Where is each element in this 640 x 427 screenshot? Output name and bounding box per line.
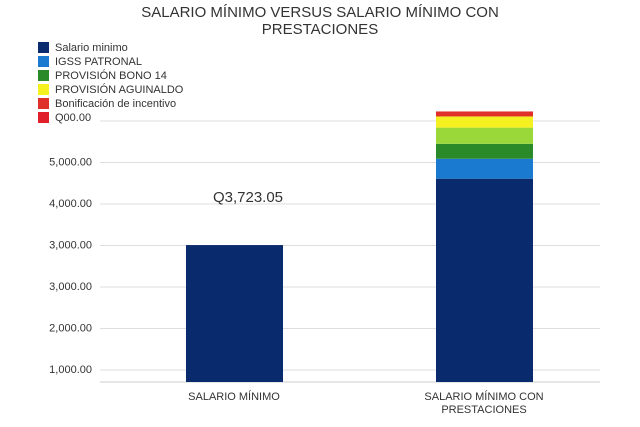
- legend-swatch: [38, 56, 49, 67]
- y-tick-label: 4,000.00: [49, 198, 92, 210]
- legend-swatch: [38, 98, 49, 109]
- legend-label: PROVISIÓN AGUINALDO: [55, 83, 184, 96]
- legend-label: IGSS PATRONAL: [55, 56, 142, 68]
- y-tick-label: 2,000.00: [49, 322, 92, 334]
- legend-swatch: [38, 84, 49, 95]
- legend-swatch: [38, 112, 49, 123]
- bar-segment: [436, 111, 533, 117]
- legend-label: Bonificación de incentivo: [55, 98, 176, 110]
- legend-swatch: [38, 70, 49, 81]
- x-tick-label: SALARIO MÍNIMO: [188, 391, 280, 403]
- bar-segment: [436, 158, 533, 179]
- y-tick-label: 1,000.00: [49, 364, 92, 376]
- bar-segment: [436, 127, 533, 144]
- chart-title: SALARIO MÍNIMO VERSUS SALARIO MÍNIMO CON…: [141, 4, 499, 38]
- bar-segment: [436, 178, 533, 382]
- bar-segment: [186, 245, 283, 382]
- y-tick-label: 5,000.00: [49, 156, 92, 168]
- bar-segment: [436, 143, 533, 159]
- x-tick-label: SALARIO MÍNIMO CON PRESTACIONES: [424, 391, 544, 416]
- y-tick-label: 3,000.00: [49, 239, 92, 251]
- y-tick-label: 3,000.00: [49, 281, 92, 293]
- legend-label: Q00.00: [55, 112, 91, 124]
- legend-label: PROVISIÓN BONO 14: [55, 69, 167, 82]
- bar-segment: [436, 116, 533, 128]
- legend-swatch: [38, 42, 49, 53]
- annotation: Q3,723.05: [213, 189, 283, 206]
- legend-label: Salario minimo: [55, 42, 128, 54]
